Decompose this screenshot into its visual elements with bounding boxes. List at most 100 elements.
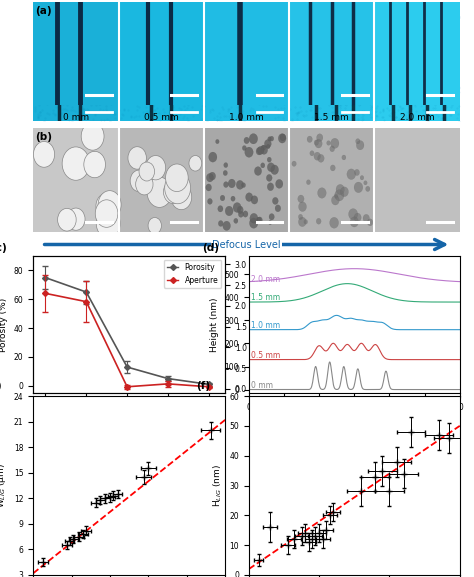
Point (188, 41, 195, 50)
Point (295, 70, 302, 80)
Point (282, 87, 289, 96)
Point (412, 47, 419, 57)
Point (233, 81, 240, 90)
Point (454, 103, 461, 113)
Point (368, 89, 375, 99)
Point (436, 14, 443, 23)
Point (271, 95, 278, 104)
Point (169, 40, 177, 50)
Point (196, 23, 204, 32)
Point (83, 99, 91, 108)
Point (273, 20, 281, 29)
Point (156, 23, 164, 32)
Circle shape (275, 205, 281, 212)
X-axis label: Defocus (mm): Defocus (mm) (97, 417, 161, 426)
Point (123, 74, 131, 83)
Point (312, 77, 319, 87)
Point (439, 61, 447, 70)
Point (442, 32, 449, 41)
Point (68, 91, 76, 100)
Point (274, 104, 282, 114)
Point (400, 26, 407, 35)
Point (378, 113, 386, 122)
Point (91, 110, 99, 119)
Point (85, 42, 93, 51)
Point (103, 79, 110, 88)
Point (336, 102, 344, 111)
Point (447, 29, 454, 38)
Point (373, 46, 380, 55)
Bar (204, 14, 289, 121)
Point (275, 29, 283, 38)
Point (91, 33, 99, 42)
Point (437, 51, 444, 61)
Point (115, 106, 122, 115)
Point (444, 74, 452, 84)
Point (68, 90, 76, 99)
Point (58, 51, 66, 60)
Point (245, 73, 252, 82)
Point (101, 80, 109, 89)
Point (303, 23, 310, 32)
Point (191, 62, 199, 71)
Point (278, 30, 286, 39)
Point (369, 43, 377, 52)
Point (455, 87, 463, 96)
Point (229, 70, 237, 79)
Point (369, 102, 377, 111)
Point (291, 86, 298, 95)
Point (378, 14, 386, 24)
Point (365, 72, 372, 81)
Point (312, 53, 319, 62)
Point (85, 77, 93, 86)
Point (120, 32, 128, 41)
Point (146, 18, 153, 28)
Point (74, 76, 82, 85)
Point (337, 99, 345, 108)
Point (165, 83, 173, 92)
Point (148, 39, 155, 48)
Point (419, 50, 426, 59)
Point (293, 115, 301, 124)
Point (30, 25, 38, 35)
Point (63, 41, 71, 50)
Point (293, 84, 301, 93)
Point (342, 32, 350, 41)
Point (349, 13, 356, 23)
Point (219, 92, 227, 102)
Point (105, 23, 112, 32)
Point (265, 11, 273, 20)
Point (266, 19, 273, 28)
Circle shape (347, 169, 356, 179)
Point (81, 77, 89, 86)
Point (239, 31, 247, 40)
Point (120, 42, 128, 51)
Point (449, 30, 457, 39)
Point (115, 81, 122, 90)
Point (31, 74, 39, 83)
Point (175, 12, 182, 21)
Circle shape (189, 155, 202, 171)
Point (401, 95, 409, 104)
Point (162, 29, 170, 38)
Point (223, 49, 230, 58)
Point (63, 90, 71, 99)
Point (145, 85, 152, 95)
Point (449, 41, 457, 50)
Point (414, 63, 421, 73)
Point (73, 61, 81, 70)
Point (283, 80, 290, 89)
Point (155, 95, 163, 104)
Point (409, 90, 416, 99)
Point (366, 43, 374, 53)
Circle shape (81, 122, 104, 150)
Point (402, 59, 410, 69)
Point (176, 23, 184, 32)
Point (215, 115, 223, 124)
Point (282, 79, 290, 88)
Point (87, 80, 94, 89)
Point (100, 10, 108, 19)
Point (156, 14, 164, 24)
Point (350, 37, 357, 46)
Point (219, 18, 227, 27)
